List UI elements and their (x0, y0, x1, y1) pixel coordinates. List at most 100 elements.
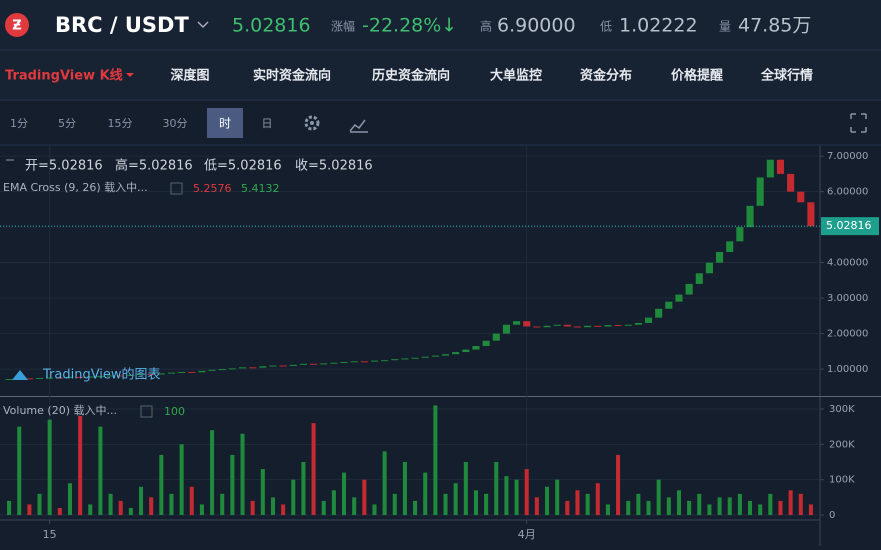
last-price-box (821, 217, 879, 236)
candle-body (776, 159, 785, 174)
volume-bar (27, 504, 32, 516)
volume-bar (260, 469, 265, 516)
candle-body (543, 325, 551, 328)
tab[interactable]: 全球行情 (760, 68, 813, 84)
candle-body (441, 354, 450, 356)
volume-bar (687, 500, 692, 516)
x-tick-label: 15 (43, 528, 57, 541)
tab-caret (126, 73, 134, 77)
candle-body (228, 368, 236, 370)
settings-icon[interactable] (304, 115, 320, 131)
volume-bar (423, 472, 428, 516)
volume-bar (57, 507, 62, 516)
interval[interactable]: 15分 (108, 117, 133, 130)
candle-body (127, 374, 135, 376)
candle-body (289, 364, 297, 366)
candle-body (147, 374, 155, 376)
candle-body (391, 359, 399, 361)
volume-bar (656, 479, 661, 516)
y-tick-label: 2.00000 (827, 329, 868, 340)
logo[interactable] (5, 13, 29, 37)
volume-bar (798, 493, 803, 516)
tab[interactable]: 价格提醒 (671, 68, 723, 84)
candle-body (797, 191, 805, 203)
candle-body (330, 362, 338, 364)
candle-body (563, 324, 571, 327)
candle-body (249, 367, 257, 369)
candle-body (421, 356, 429, 358)
ema-close[interactable] (170, 182, 183, 195)
tab[interactable]: 历史资金流向 (372, 68, 450, 84)
candle-body (310, 363, 318, 365)
candle-body (523, 321, 531, 327)
volume-bar (311, 423, 316, 516)
volume-bar (321, 500, 326, 516)
candle-body (452, 352, 460, 355)
candle-body (340, 361, 348, 363)
low: 1.02222 (619, 15, 698, 37)
volume-bar (88, 504, 93, 516)
y-tick-label: 4.00000 (827, 258, 868, 269)
candle-body (370, 360, 379, 362)
candle-body (76, 376, 84, 378)
candle-body (411, 357, 419, 359)
candle-body (350, 361, 358, 363)
volume-bar (504, 476, 509, 516)
volume-bar (514, 479, 519, 516)
pair[interactable]: BRC / USDT (55, 13, 189, 37)
candle-body (533, 326, 541, 328)
interval[interactable]: 时 (219, 117, 231, 131)
candle-body (86, 376, 94, 378)
watermark-logo (12, 370, 28, 380)
x-tick-label: 4月 (518, 528, 536, 541)
volume-bar (595, 483, 600, 516)
volume-bar (7, 500, 12, 516)
candle-body (198, 370, 206, 373)
interval[interactable]: 30分 (163, 117, 188, 130)
volume-bar (98, 426, 103, 516)
volume-bar (402, 462, 407, 516)
indicators-icon[interactable] (349, 119, 368, 133)
candle-body (46, 377, 54, 379)
volume-value: 100 (164, 405, 185, 418)
volume-bar (362, 479, 367, 516)
volume-bar (67, 483, 73, 516)
watermark: TradingView的图表 (42, 367, 161, 383)
legend-high: 高=5.02816 (115, 158, 193, 174)
pair-dropdown[interactable] (197, 21, 209, 29)
interval[interactable]: 5分 (58, 117, 76, 130)
volume-bar (230, 454, 235, 516)
volume-bar (747, 500, 753, 516)
volume-bar (392, 493, 397, 516)
candle-body (66, 376, 74, 378)
logo-mark: Ƶ (12, 19, 21, 34)
y-tick-label: 6.00000 (827, 187, 868, 198)
fullscreen-icon[interactable] (850, 113, 867, 133)
volume-bar (352, 497, 357, 516)
ema-value: 5.4132 (241, 182, 280, 195)
candle-body (157, 373, 165, 375)
overlay: 开=5.02816 高=5.02816 低=5.02816 收=5.02816 … (3, 158, 373, 419)
candle-body (604, 325, 612, 327)
tab[interactable]: 大单监控 (490, 68, 542, 84)
ema-label: EMA Cross (9, 26) 载入中... (3, 181, 148, 194)
volume-bar (281, 504, 286, 516)
tab[interactable]: 深度图 (170, 68, 209, 84)
tab[interactable]: TradingView K线 (5, 68, 123, 84)
tab[interactable]: 实时资金流向 (253, 68, 331, 84)
interval[interactable]: 日 (262, 117, 273, 130)
volume-bar (717, 497, 722, 516)
candle-body (644, 317, 653, 323)
candle-body (279, 365, 287, 367)
volume-bar (220, 493, 225, 516)
tab[interactable]: 资金分布 (580, 68, 632, 84)
volume-bar (443, 493, 448, 516)
change: -22.28%↓ (362, 15, 457, 37)
ema-value: 5.2576 (193, 182, 232, 195)
volume-close[interactable] (140, 405, 153, 418)
candle-body (178, 371, 186, 373)
candle-body (614, 325, 622, 327)
interval[interactable]: 1分 (10, 117, 28, 130)
volume-bar (636, 493, 641, 516)
